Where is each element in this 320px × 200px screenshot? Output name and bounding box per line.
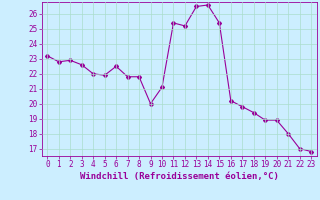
X-axis label: Windchill (Refroidissement éolien,°C): Windchill (Refroidissement éolien,°C): [80, 172, 279, 181]
